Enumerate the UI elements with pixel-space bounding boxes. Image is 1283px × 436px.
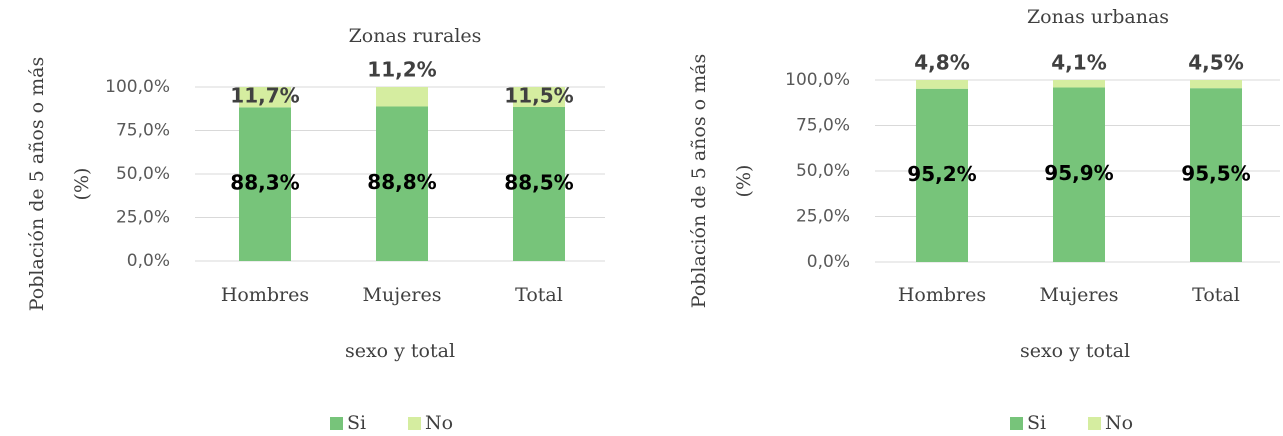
x-axis-title: sexo y total [345,340,455,362]
y-tick-label: 100,0% [105,77,170,97]
data-label: 95,9% [1044,161,1113,185]
bar-segment [376,106,428,261]
data-label: 11,7% [230,84,299,108]
y-axis-title: (%) [71,168,93,201]
bar-segment [1053,87,1105,262]
x-tick-label: Mujeres [363,284,442,306]
data-label: 95,5% [1181,162,1250,186]
data-label: 88,3% [230,171,299,195]
legend-label: Si [347,412,366,434]
y-tick-label: 50,0% [116,164,170,184]
chart-title: Zonas urbanas [1027,6,1169,28]
y-axis-title: Población de 5 años o más [26,57,48,311]
chart-title: Zonas rurales [349,25,482,47]
x-tick-label: Total [515,284,563,306]
legend-label: No [425,412,453,434]
legend-label: No [1105,412,1133,434]
bar-segment [513,107,565,261]
y-tick-label: 75,0% [796,116,850,136]
bar-segment [1190,88,1242,262]
bar-segment [916,80,968,89]
x-tick-label: Hombres [221,284,309,306]
bar-segment [513,87,565,108]
y-tick-label: 25,0% [116,208,170,228]
y-axis-title: (%) [733,165,755,198]
x-tick-label: Mujeres [1040,284,1119,306]
data-label: 11,2% [367,58,436,82]
y-tick-label: 75,0% [116,121,170,141]
data-label: 11,5% [504,84,573,108]
x-tick-label: Hombres [898,284,986,306]
y-tick-label: 50,0% [796,161,850,181]
data-label: 88,5% [504,171,573,195]
legend-swatch [408,417,421,430]
data-label: 4,1% [1051,51,1106,75]
bar-segment [1053,80,1105,88]
data-label: 95,2% [907,162,976,186]
y-tick-label: 100,0% [785,70,850,90]
data-label: 88,8% [367,170,436,194]
y-tick-label: 0,0% [127,251,170,271]
legend-swatch [330,417,343,430]
bar-segment [916,88,968,263]
data-label: 4,5% [1188,51,1243,75]
data-label: 4,8% [914,51,969,75]
y-tick-label: 25,0% [796,207,850,227]
bar-segment [376,87,428,107]
y-tick-label: 0,0% [807,252,850,272]
legend-swatch [1010,417,1023,430]
x-axis-title: sexo y total [1020,340,1130,362]
legend-label: Si [1027,412,1046,434]
bar-segment [239,87,291,108]
x-tick-label: Total [1192,284,1240,306]
bar-segment [1190,80,1242,89]
legend-swatch [1088,417,1101,430]
bar-segment [239,107,291,261]
y-axis-title: Población de 5 años o más [688,54,710,308]
